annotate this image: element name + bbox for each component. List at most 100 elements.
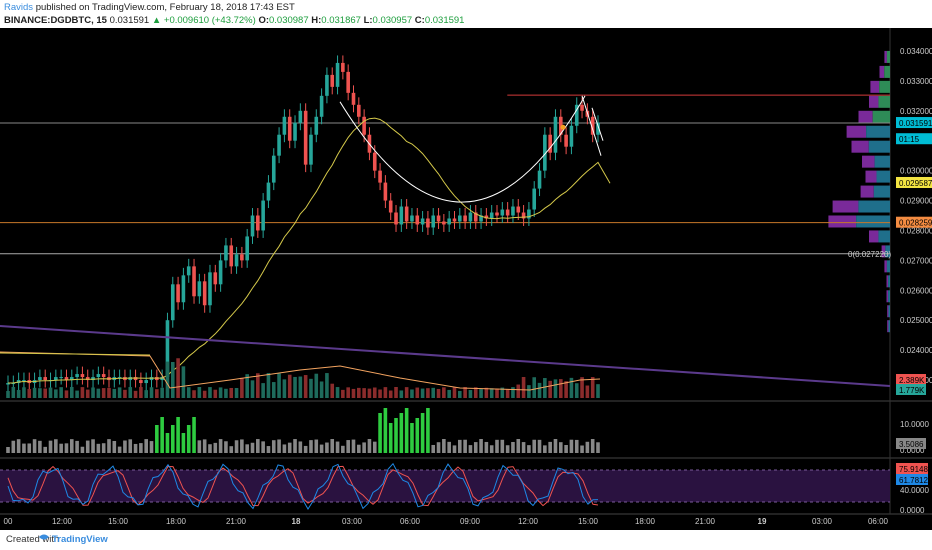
candle: [80, 366, 85, 385]
profile-bar-buy: [887, 320, 889, 333]
volume-bar: [48, 387, 53, 398]
candle-body: [558, 116, 563, 135]
chart-canvas[interactable]: 0.0340000.0330000.0320000.0310000.030000…: [0, 28, 932, 530]
momentum-bar: [224, 441, 228, 453]
momentum-bar: [133, 443, 138, 453]
volume-bar: [101, 388, 106, 398]
volume-bar: [229, 387, 234, 398]
momentum-bar: [80, 446, 85, 453]
volume-bar: [43, 388, 48, 398]
profile-bar-buy: [828, 215, 857, 228]
volume-bar: [463, 387, 467, 398]
candle: [181, 267, 186, 310]
candle: [335, 55, 340, 95]
candle: [202, 273, 207, 313]
chart-svg[interactable]: 0.0340000.0330000.0320000.0310000.030000…: [0, 28, 932, 530]
candle-body: [139, 380, 143, 384]
candle: [346, 64, 350, 101]
volume-profile-row: [851, 140, 890, 153]
momentum-bar: [250, 442, 255, 453]
candle: [357, 97, 361, 125]
volume-bar: [537, 382, 542, 398]
candle: [569, 118, 574, 155]
volume-bar: [54, 389, 58, 398]
created-with: Created with: [6, 534, 60, 545]
price-tick-label: 0.027000: [900, 256, 932, 265]
momentum-bar: [341, 445, 345, 453]
candle-body: [261, 200, 265, 231]
momentum-bar: [458, 439, 462, 453]
candle-body: [489, 212, 494, 219]
candle-body: [543, 134, 547, 171]
volume-bar: [80, 387, 85, 398]
momentum-bar: [362, 442, 366, 453]
author-link[interactable]: Ravids: [4, 2, 34, 13]
candle-body: [64, 377, 69, 381]
momentum-bar: [43, 446, 48, 453]
candle-body: [54, 377, 58, 381]
momentum-bar: [213, 442, 218, 453]
close-value: 0.031591: [424, 15, 465, 26]
candle-body: [479, 215, 483, 222]
profile-bar-buy: [858, 110, 873, 123]
tradingview-brand[interactable]: TradingView: [52, 534, 108, 545]
momentum-tick-label: 10.0000: [900, 420, 929, 429]
momentum-bar: [234, 440, 239, 453]
candle: [516, 199, 521, 220]
volume-bar: [303, 375, 308, 398]
candle-body: [404, 206, 409, 222]
candle-body: [580, 104, 584, 111]
candle: [240, 246, 244, 268]
candle: [388, 193, 393, 220]
candle: [170, 276, 175, 328]
cup-pattern-curve: [339, 95, 586, 203]
volume-bar: [532, 377, 537, 398]
volume-bar: [458, 390, 462, 398]
momentum-bar: [500, 439, 505, 453]
volume-label-badge: 1.779K: [896, 384, 926, 395]
profile-bar-sell: [874, 155, 890, 168]
stochastic-label-text: 75.9148: [899, 465, 928, 474]
volume-bar: [38, 388, 42, 398]
volume-bar: [27, 389, 32, 398]
candle: [277, 127, 281, 164]
momentum-last-badge: 3.5086: [896, 438, 926, 449]
volume-bar: [245, 374, 249, 398]
profile-bar-sell: [856, 215, 890, 228]
candle-body: [500, 209, 505, 216]
momentum-bar: [484, 441, 489, 453]
momentum-bar: [208, 444, 212, 453]
candle-body: [511, 206, 515, 216]
profile-bar-buy: [860, 185, 874, 198]
candle-body: [495, 212, 499, 216]
momentum-bar: [144, 439, 148, 453]
price-label-text: 0.029587: [899, 179, 932, 188]
momentum-bar: [165, 433, 170, 453]
candle-body: [144, 380, 148, 384]
candle-body: [527, 209, 531, 219]
price-tick-label: 0.033000: [900, 77, 932, 86]
profile-bar-sell: [888, 275, 890, 288]
price-tick-label: 0.025000: [900, 316, 932, 325]
candle: [43, 369, 48, 388]
candle: [59, 369, 63, 385]
candle-body: [388, 200, 393, 213]
momentum-bar: [128, 439, 133, 453]
low-value: 0.030957: [372, 15, 413, 26]
volume-bar: [580, 377, 584, 398]
momentum-bar: [32, 439, 37, 453]
volume-bar: [139, 387, 143, 398]
momentum-bar: [229, 446, 234, 453]
candle-body: [341, 62, 345, 72]
momentum-bar: [590, 439, 595, 453]
time-tick-label: 12:00: [518, 517, 539, 526]
handle-line: [591, 107, 604, 141]
candle: [133, 369, 138, 388]
momentum-bar: [16, 439, 21, 453]
candle: [479, 208, 483, 229]
momentum-bar: [394, 418, 398, 453]
volume-bar: [335, 387, 340, 398]
candle: [596, 115, 600, 143]
momentum-bar: [367, 439, 372, 453]
symbol-line: BINANCE:DGDBTC, 15 0.031591 ▲ +0.009610 …: [4, 15, 464, 26]
